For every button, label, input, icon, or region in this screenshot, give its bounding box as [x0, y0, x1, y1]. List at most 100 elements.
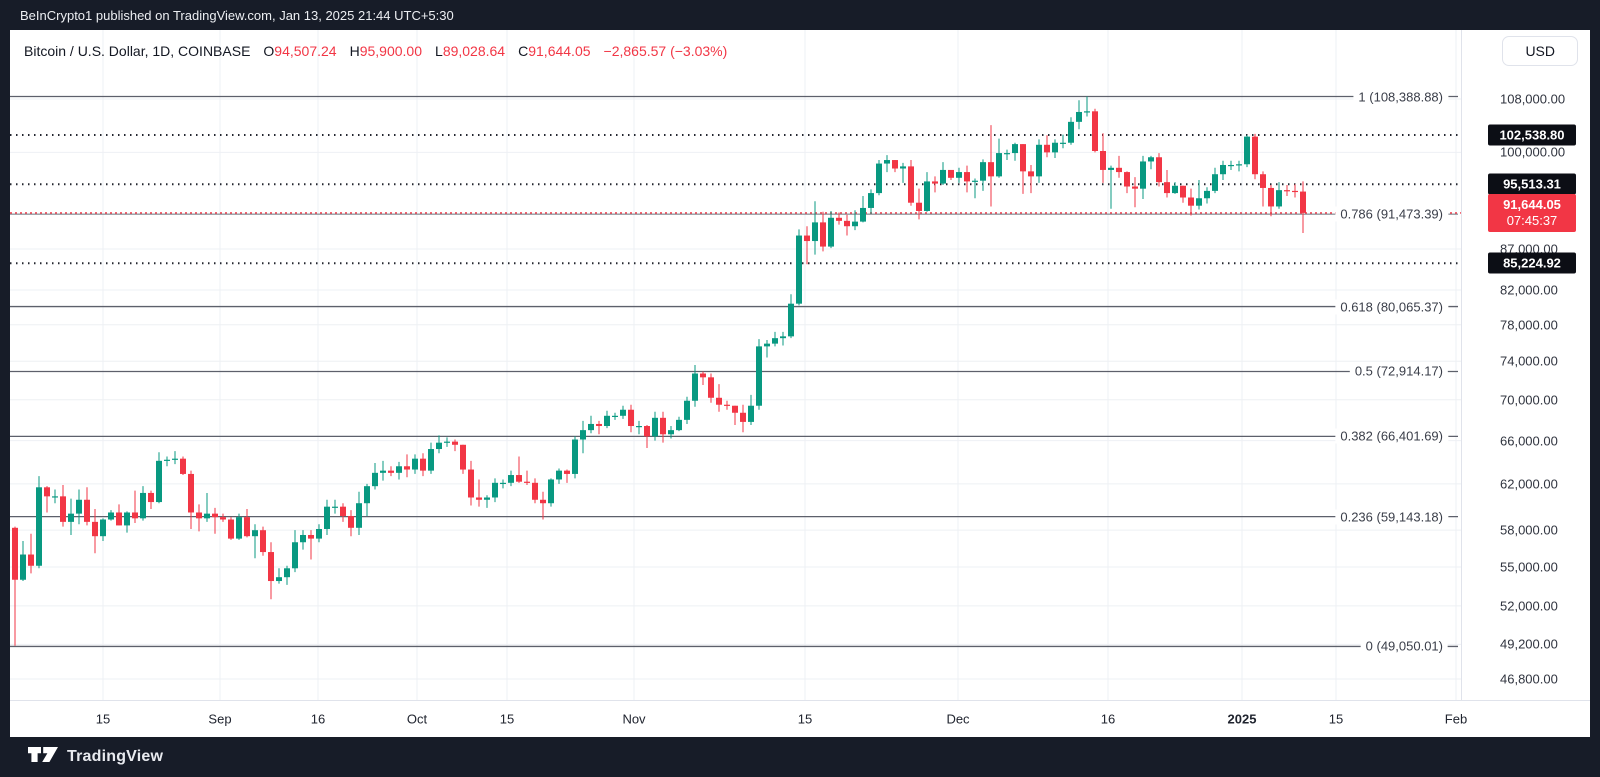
candle [924, 181, 930, 211]
candle [836, 217, 842, 221]
candle [116, 512, 122, 526]
currency-toggle-button[interactable]: USD [1502, 36, 1578, 66]
x-axis-label: 15 [499, 711, 515, 727]
candle [780, 336, 786, 339]
candle [668, 430, 674, 435]
candle [68, 513, 74, 522]
candle [604, 415, 610, 427]
candle [132, 512, 138, 519]
candle [76, 499, 82, 514]
candle [300, 534, 306, 543]
candle [28, 554, 34, 566]
candle [740, 412, 746, 422]
candle [884, 160, 890, 164]
candle [1180, 185, 1186, 198]
candle [316, 528, 322, 539]
x-axis-label: Feb [1444, 711, 1468, 727]
candle [876, 163, 882, 194]
candle [548, 479, 554, 504]
candle [820, 222, 826, 247]
candle [468, 469, 474, 498]
candle [284, 568, 290, 578]
y-axis-tick-label: 78,000.00 [1500, 317, 1558, 333]
chart-panel: Bitcoin / U.S. Dollar, 1D, COINBASE O94,… [10, 30, 1590, 737]
tradingview-logo-icon[interactable] [28, 746, 58, 768]
candle [364, 486, 370, 504]
y-axis-tick-label: 66,000.00 [1500, 433, 1558, 449]
fib-label: 0.618 (80,065.37) [1335, 299, 1448, 315]
x-axis-label: 15 [797, 711, 813, 727]
candle [612, 415, 618, 417]
candle [100, 519, 106, 537]
candle [1060, 142, 1066, 144]
y-axis-tick-label: 70,000.00 [1500, 392, 1558, 408]
candle [980, 162, 986, 181]
candle [1028, 171, 1034, 177]
candle [1276, 190, 1282, 207]
y-axis-tick-label: 62,000.00 [1500, 476, 1558, 492]
candle [948, 169, 954, 178]
ohlc-low: L89,028.64 [435, 43, 506, 59]
candle [644, 426, 650, 437]
candle [532, 482, 538, 500]
candle [1100, 150, 1106, 170]
time-scale[interactable]: 15 Sep 16 Oct 15 Nov 15 Dec 16 2025 15 Feb [10, 700, 1590, 737]
x-axis-label: 15 [95, 711, 111, 727]
candle [764, 343, 770, 347]
candle [1076, 111, 1082, 122]
candle [628, 409, 634, 427]
candle [172, 458, 178, 460]
candle [156, 460, 162, 503]
candle [252, 530, 258, 537]
candle [940, 169, 946, 184]
candle [716, 397, 722, 405]
candle [1236, 164, 1242, 166]
candle [1012, 144, 1018, 154]
y-axis-tick-label: 87,000.00 [1500, 241, 1558, 257]
candle [812, 222, 818, 242]
current-price-badge: 91,644.05 07:45:37 [1488, 193, 1576, 232]
candle [452, 441, 458, 445]
candlestick-chart [10, 30, 1461, 700]
chart-canvas[interactable]: 1 (108,388.88) 0.786 (91,473.39) 0.618 (80… [10, 30, 1461, 700]
candle [388, 470, 394, 473]
candle [140, 492, 146, 519]
candle [260, 530, 266, 553]
candle [988, 162, 994, 177]
candle [1228, 164, 1234, 167]
candle [732, 405, 738, 413]
candle [652, 417, 658, 437]
candle [404, 466, 410, 470]
price-scale[interactable]: 108,000.00 100,000.00 87,000.00 82,000.00 78… [1461, 30, 1590, 700]
ohlc-close: C91,644.05 [518, 43, 591, 59]
candle [1188, 197, 1194, 206]
fib-label: 0.236 (59,143.18) [1335, 509, 1448, 525]
candle [420, 458, 426, 471]
candle [964, 172, 970, 182]
candle [844, 220, 850, 227]
candle [1108, 167, 1114, 170]
candle [588, 423, 594, 431]
candle [428, 449, 434, 471]
y-axis-tick-label: 52,000.00 [1500, 598, 1558, 614]
y-axis-tick-label: 49,200.00 [1500, 636, 1558, 652]
candle [1148, 157, 1154, 162]
candle [348, 515, 354, 528]
candle [580, 430, 586, 440]
candle [308, 534, 314, 539]
candle [236, 517, 242, 539]
x-axis-label: 15 [1328, 711, 1344, 727]
price-alert-badge: 95,513.31 [1488, 173, 1576, 195]
candle [596, 423, 602, 427]
ohlc-open: O94,507.24 [263, 43, 337, 59]
price-alert-badge: 102,538.80 [1488, 124, 1576, 146]
candle [1084, 111, 1090, 113]
candle [1068, 121, 1074, 143]
candle [620, 409, 626, 416]
symbol-title: Bitcoin / U.S. Dollar, 1D, COINBASE [24, 43, 251, 59]
candle [1116, 167, 1122, 173]
candle [220, 517, 226, 520]
candle [356, 503, 362, 528]
candle [1052, 142, 1058, 153]
